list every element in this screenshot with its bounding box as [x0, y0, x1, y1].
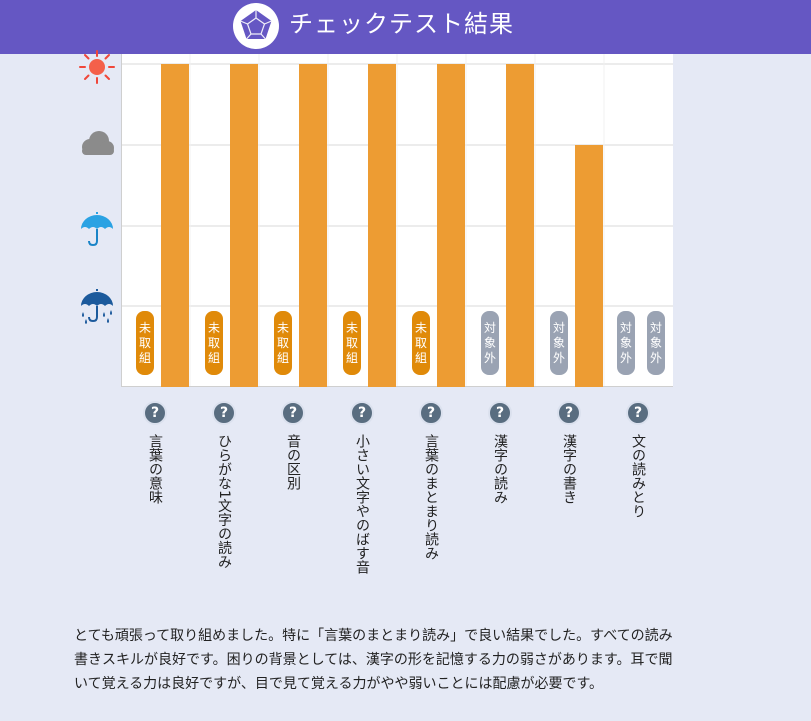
status-badge-char: 象	[484, 336, 496, 350]
status-badge-char: 対	[484, 321, 496, 335]
status-badge-bg	[550, 311, 568, 375]
status-badge-char: 未	[346, 321, 358, 335]
category-label: ひらがな1文字の読み	[216, 434, 232, 569]
x-axis-categories: ? 言葉の意味? ひらがな1文字の読み? 音の区別? 小さい文字やのばす音? 言葉のまとま…	[121, 398, 673, 598]
category-label: 漢字の書き	[561, 434, 577, 504]
status-badge: 対象外	[550, 311, 568, 375]
status-badge-char: 対	[650, 321, 662, 335]
status-badge-char: 組	[208, 351, 220, 365]
category-label: 言葉の意味	[147, 434, 163, 504]
status-badge-char: 取	[346, 336, 358, 350]
bar	[437, 64, 465, 387]
page-title: チェックテスト結果	[289, 10, 514, 38]
help-icon[interactable]: ?	[143, 401, 167, 425]
heavy-rain-umbrella-icon	[74, 286, 120, 326]
status-badge: 対象外	[481, 311, 499, 375]
status-badge-char: 組	[346, 351, 358, 365]
category-label: 文の読みとり	[630, 434, 646, 518]
bar	[575, 145, 603, 387]
category-column: ? 言葉のまとまり読み	[397, 398, 466, 598]
cloud-icon	[74, 124, 120, 164]
help-icon[interactable]: ?	[281, 401, 305, 425]
category-column: ? 小さい文字やのばす音	[328, 398, 397, 598]
status-badge-bg	[412, 311, 430, 375]
help-icon[interactable]: ?	[350, 401, 374, 425]
help-icon[interactable]: ?	[557, 401, 581, 425]
bar	[506, 64, 534, 387]
help-icon[interactable]: ?	[488, 401, 512, 425]
status-badge-char: 外	[484, 351, 496, 365]
category-label: 漢字の読み	[492, 434, 508, 504]
status-badge-char: 未	[415, 321, 427, 335]
scale-icons	[74, 48, 120, 338]
status-badge-bg	[136, 311, 154, 375]
status-badge: 未取組	[343, 311, 361, 375]
status-badge-char: 取	[277, 336, 289, 350]
status-badge-char: 対	[553, 321, 565, 335]
category-label: 小さい文字やのばす音	[354, 434, 370, 574]
category-label: 言葉のまとまり読み	[423, 434, 439, 560]
status-badge: 未取組	[274, 311, 292, 375]
status-badge-char: 取	[208, 336, 220, 350]
status-badge-char: 外	[553, 351, 565, 365]
status-badge-char: 組	[415, 351, 427, 365]
header-bar: チェックテスト結果	[0, 0, 811, 54]
status-badge: 対象外	[647, 311, 665, 375]
category-column: ? 漢字の書き	[535, 398, 604, 598]
status-badge-char: 未	[277, 321, 289, 335]
pentagon-logo-icon	[233, 3, 279, 49]
status-badge-bg	[481, 311, 499, 375]
category-column: ? ひらがな1文字の読み	[190, 398, 259, 598]
result-bar-chart: 未取組未取組未取組未取組未取組対象外対象外対象外対象外	[121, 54, 673, 387]
status-badge-char: 対	[620, 321, 632, 335]
help-icon[interactable]: ?	[212, 401, 236, 425]
bar	[299, 64, 327, 387]
status-badge-char: 外	[650, 351, 662, 365]
sun-icon	[74, 48, 120, 88]
status-badge-char: 取	[139, 336, 151, 350]
category-label: 音の区別	[285, 434, 301, 490]
status-badge: 未取組	[136, 311, 154, 375]
status-badge-bg	[343, 311, 361, 375]
status-badge-bg	[647, 311, 665, 375]
status-badge-char: 象	[620, 336, 632, 350]
status-badge-bg	[205, 311, 223, 375]
category-column: ? 音の区別	[259, 398, 328, 598]
status-badge-char: 象	[650, 336, 662, 350]
category-column: ? 言葉の意味	[121, 398, 190, 598]
status-badge-char: 未	[208, 321, 220, 335]
status-badge-char: 外	[620, 351, 632, 365]
bar	[161, 64, 189, 387]
status-badge-char: 未	[139, 321, 151, 335]
help-icon[interactable]: ?	[626, 401, 650, 425]
category-column: ? 漢字の読み	[466, 398, 535, 598]
status-badge-char: 取	[415, 336, 427, 350]
status-badge: 対象外	[617, 311, 635, 375]
status-badge: 未取組	[412, 311, 430, 375]
bar	[230, 64, 258, 387]
status-badge-bg	[617, 311, 635, 375]
status-badge-bg	[274, 311, 292, 375]
help-icon[interactable]: ?	[419, 401, 443, 425]
umbrella-icon	[74, 208, 120, 248]
status-badge: 未取組	[205, 311, 223, 375]
status-badge-char: 組	[277, 351, 289, 365]
bar	[368, 64, 396, 387]
status-badge-char: 組	[139, 351, 151, 365]
status-badge-char: 象	[553, 336, 565, 350]
result-summary: とても頑張って取り組めました。特に「言葉のまとまり読み」で良い結果でした。すべて…	[74, 628, 673, 692]
category-column: ? 文の読みとり	[604, 398, 673, 598]
